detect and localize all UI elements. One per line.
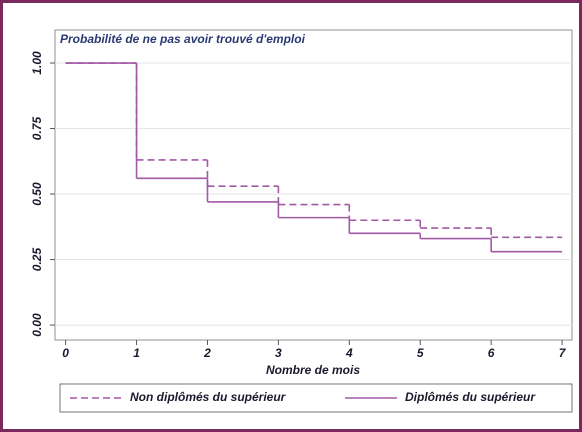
chart-title: Probabilité de ne pas avoir trouvé d'emp… xyxy=(60,32,306,46)
y-tick-label: 0.50 xyxy=(30,182,44,206)
x-tick-label: 3 xyxy=(275,346,282,360)
y-tick-label: 0.25 xyxy=(30,248,44,272)
x-tick-label: 5 xyxy=(417,346,424,360)
x-tick-label: 0 xyxy=(62,346,69,360)
y-tick-label: 0.75 xyxy=(30,117,44,141)
x-axis-label: Nombre de mois xyxy=(266,363,360,377)
legend-label: Non diplômés du supérieur xyxy=(130,390,287,404)
x-tick-label: 2 xyxy=(203,346,211,360)
y-tick-label: 0.00 xyxy=(30,313,44,337)
legend-label: Diplômés du supérieur xyxy=(405,390,536,404)
plot-area xyxy=(54,29,573,341)
x-tick-label: 7 xyxy=(559,346,567,360)
y-tick-label: 1.00 xyxy=(30,51,44,75)
x-tick-label: 1 xyxy=(133,346,140,360)
x-tick-label: 6 xyxy=(488,346,495,360)
x-tick-label: 4 xyxy=(345,346,353,360)
legend xyxy=(59,383,573,413)
